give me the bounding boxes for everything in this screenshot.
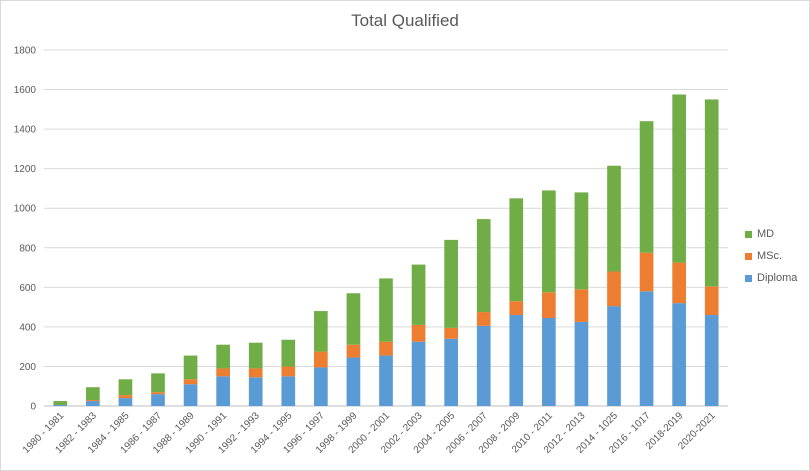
chart-title: Total Qualified xyxy=(351,11,459,30)
bar-msc-5 xyxy=(216,368,230,377)
y-tick-label: 1600 xyxy=(14,85,37,96)
bar-diploma-5 xyxy=(216,376,230,406)
legend-label: MD xyxy=(757,228,775,240)
bar-msc-3 xyxy=(151,392,165,395)
y-tick-label: 0 xyxy=(30,402,36,413)
bar-msc-7 xyxy=(281,366,296,377)
bar-md-5 xyxy=(216,344,230,369)
chart-legend: MD MSc. Diploma xyxy=(745,223,809,289)
bar-md-19 xyxy=(672,94,686,263)
legend-swatch xyxy=(745,252,752,260)
legend-item-md: MD xyxy=(745,223,809,245)
bar-diploma-19 xyxy=(672,303,686,406)
legend-swatch xyxy=(745,274,752,282)
bar-md-1 xyxy=(86,387,100,401)
bar-msc-11 xyxy=(411,324,426,342)
bar-diploma-9 xyxy=(346,357,361,406)
bar-msc-19 xyxy=(672,262,686,304)
bar-diploma-15 xyxy=(542,317,556,406)
bar-diploma-12 xyxy=(444,338,458,406)
bar-diploma-16 xyxy=(574,321,589,406)
bar-diploma-1 xyxy=(86,401,100,406)
bar-md-3 xyxy=(151,373,165,393)
y-tick-label: 1000 xyxy=(14,204,37,215)
bar-msc-16 xyxy=(574,289,589,322)
bar-diploma-13 xyxy=(476,325,491,406)
bar-msc-17 xyxy=(607,271,621,307)
bar-msc-15 xyxy=(542,292,556,318)
bar-diploma-0 xyxy=(53,405,68,406)
bar-msc-2 xyxy=(118,395,133,399)
bar-md-17 xyxy=(607,165,621,272)
bar-diploma-8 xyxy=(314,367,328,406)
bar-msc-9 xyxy=(346,344,361,358)
bar-md-13 xyxy=(476,219,491,313)
legend-swatch xyxy=(745,230,752,238)
bar-md-9 xyxy=(346,293,361,345)
y-tick-label: 1200 xyxy=(14,164,37,175)
bar-diploma-11 xyxy=(411,341,426,406)
bar-diploma-10 xyxy=(379,355,393,406)
bar-md-8 xyxy=(314,311,328,352)
bar-diploma-2 xyxy=(118,398,133,406)
bar-diploma-20 xyxy=(704,315,719,406)
bar-msc-20 xyxy=(704,286,719,316)
bar-diploma-17 xyxy=(607,306,621,406)
legend-label: Diploma xyxy=(757,272,798,284)
bar-diploma-6 xyxy=(248,377,263,406)
bar-md-10 xyxy=(379,278,393,342)
y-tick-label: 800 xyxy=(19,243,36,254)
bar-msc-4 xyxy=(183,379,198,385)
bar-msc-13 xyxy=(476,312,491,326)
bar-diploma-4 xyxy=(183,384,198,406)
y-tick-label: 400 xyxy=(19,322,36,333)
legend-item-msc: MSc. xyxy=(745,245,809,267)
bar-msc-10 xyxy=(379,341,393,356)
bar-diploma-3 xyxy=(151,394,165,406)
bar-msc-14 xyxy=(509,301,524,316)
bar-md-4 xyxy=(183,355,198,380)
bar-md-2 xyxy=(118,379,133,396)
bar-msc-8 xyxy=(314,351,328,368)
legend-label: MSc. xyxy=(757,250,783,262)
bar-diploma-14 xyxy=(509,315,524,406)
bar-md-0 xyxy=(53,401,68,406)
bar-diploma-7 xyxy=(281,376,296,406)
bar-md-11 xyxy=(411,264,426,325)
y-tick-label: 600 xyxy=(19,283,36,294)
bar-md-12 xyxy=(444,239,458,328)
bar-msc-12 xyxy=(444,327,458,339)
bar-msc-1 xyxy=(86,400,100,402)
bar-msc-18 xyxy=(639,252,654,292)
y-tick-label: 1400 xyxy=(14,125,37,136)
bar-md-6 xyxy=(248,342,263,369)
y-tick-label: 1800 xyxy=(14,46,37,57)
bar-md-7 xyxy=(281,339,296,367)
legend-item-diploma: Diploma xyxy=(745,267,809,289)
bar-md-14 xyxy=(509,198,524,302)
y-tick-label: 200 xyxy=(19,362,36,373)
bar-md-15 xyxy=(542,190,556,293)
bar-md-16 xyxy=(574,192,589,290)
bar-diploma-18 xyxy=(639,291,654,406)
bar-md-18 xyxy=(639,121,654,253)
bar-md-20 xyxy=(704,99,719,287)
bar-msc-6 xyxy=(248,368,263,378)
